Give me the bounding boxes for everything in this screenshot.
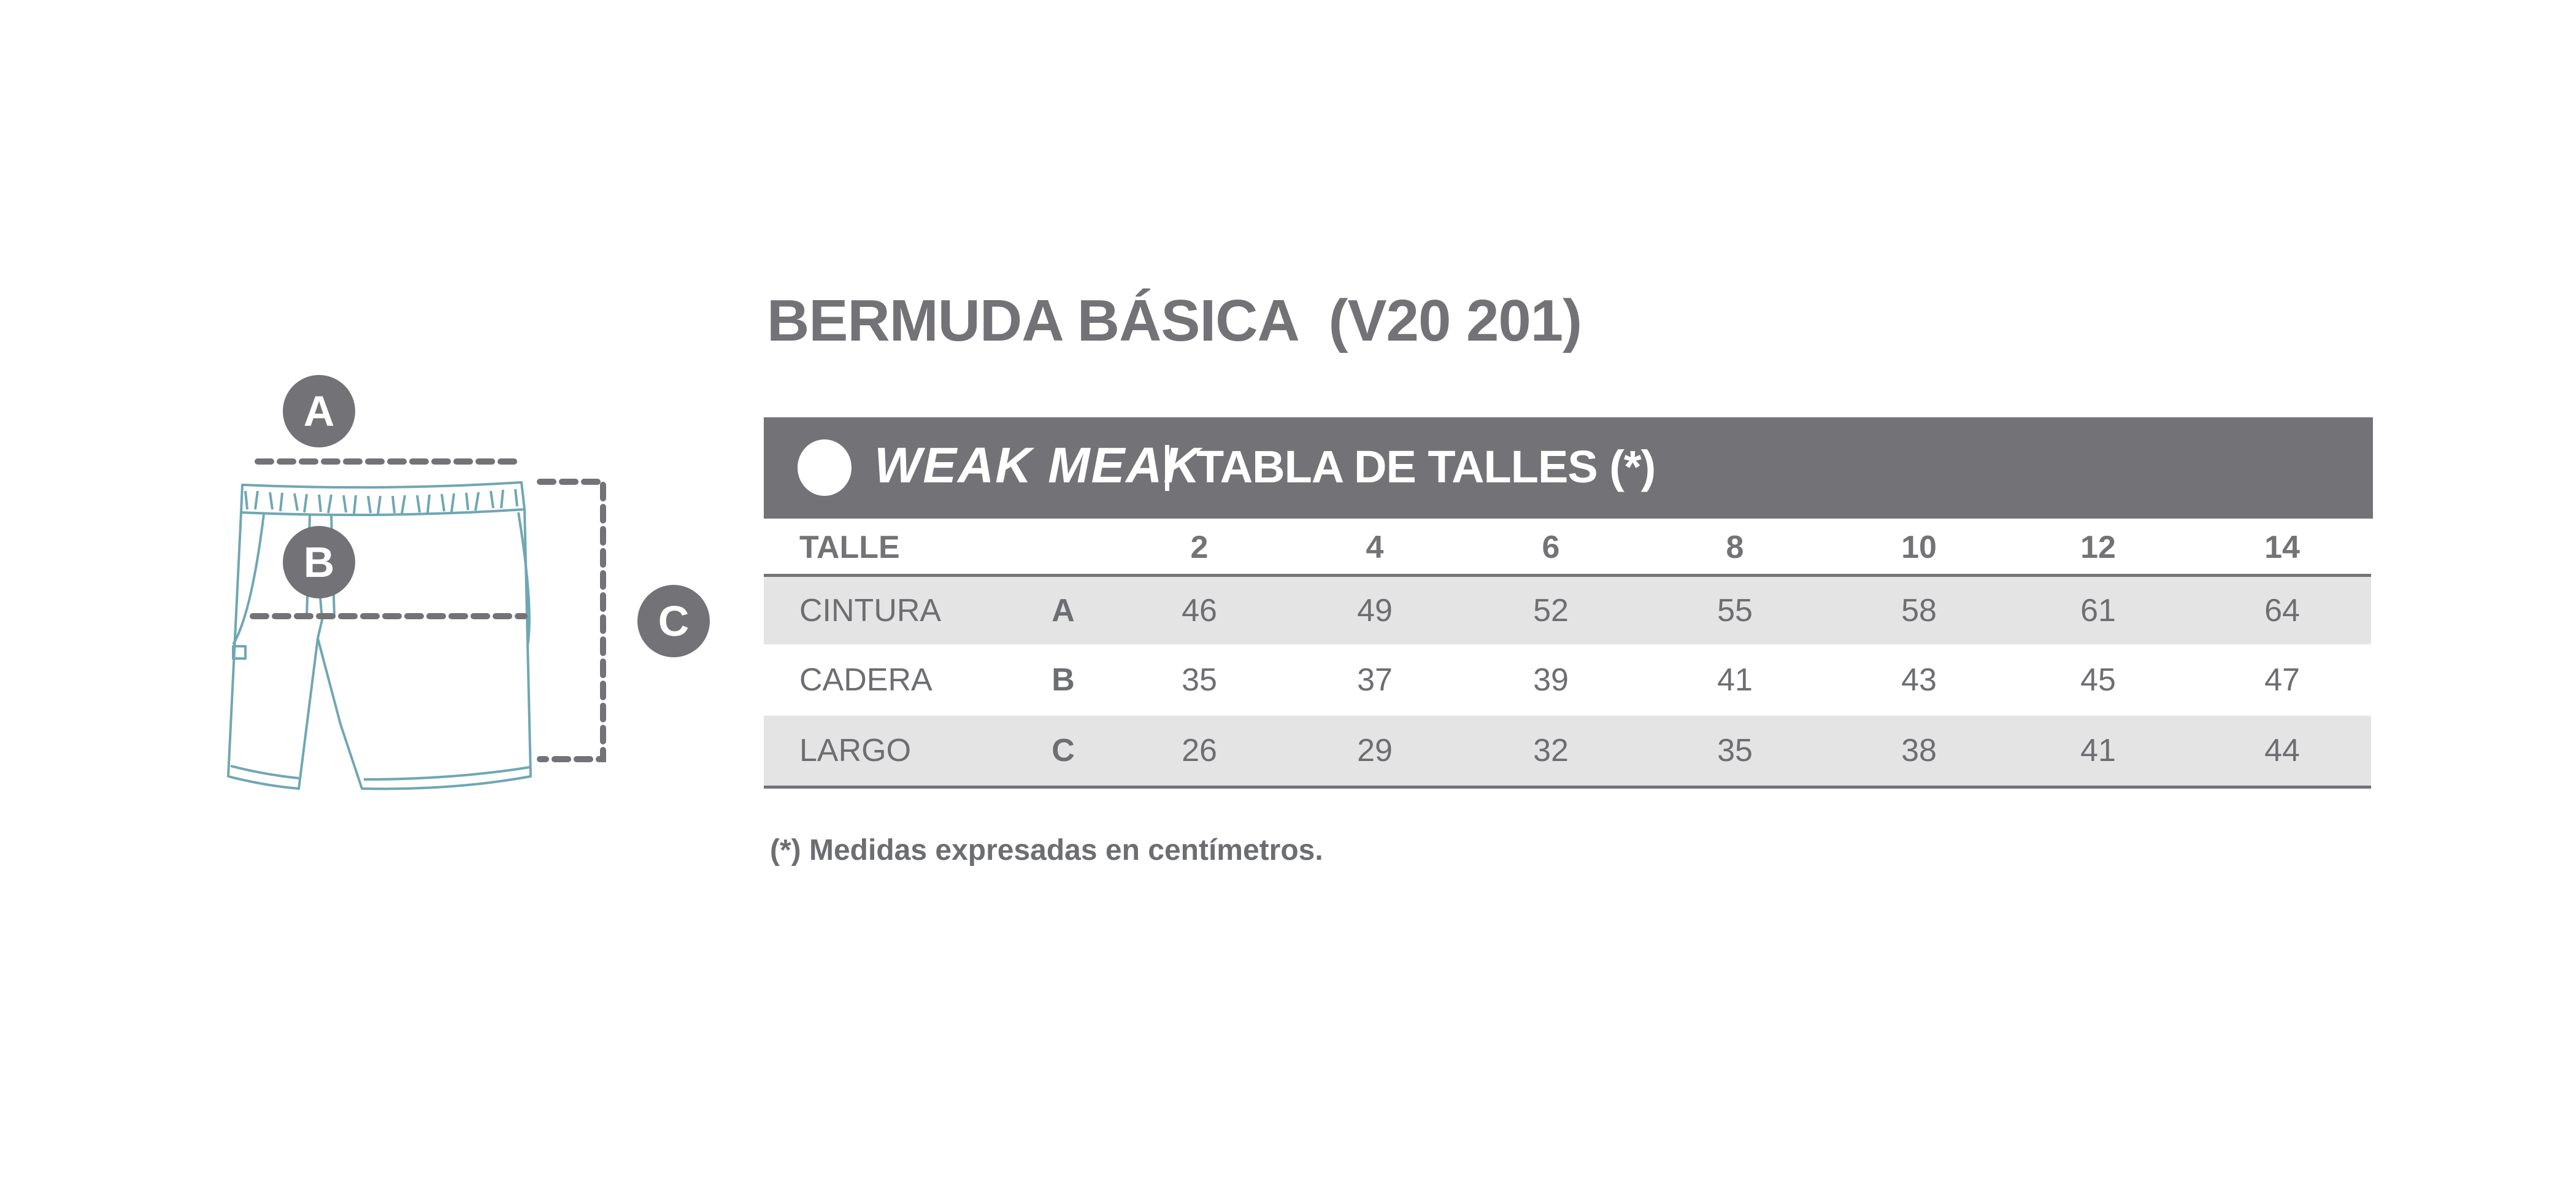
table-row: CINTURA A 46 49 52 55 58 61 64 <box>764 577 2371 644</box>
table-row: CADERA B 35 37 39 41 43 45 47 <box>764 644 2371 716</box>
row-label: CADERA <box>799 662 932 698</box>
size-col: 12 <box>2080 529 2116 565</box>
badge-b: B <box>283 526 355 598</box>
value-cell: 38 <box>1901 733 1937 768</box>
value-cell: 41 <box>1717 662 1753 698</box>
table-header-row: TALLE 2 4 6 8 10 12 14 <box>764 519 2371 576</box>
size-col: 4 <box>1366 529 1384 565</box>
table-header-bar <box>764 417 2373 519</box>
value-cell: 49 <box>1357 593 1393 628</box>
header-rule <box>764 574 2371 577</box>
bottom-rule <box>764 786 2371 789</box>
header-divider <box>1165 445 1169 491</box>
measure-lines <box>250 458 606 762</box>
value-cell: 37 <box>1357 662 1393 698</box>
value-cell: 39 <box>1533 662 1569 698</box>
value-cell: 52 <box>1533 593 1569 628</box>
shorts-outline <box>227 481 532 790</box>
measure-line-c <box>537 479 606 762</box>
value-cell: 45 <box>2080 662 2116 698</box>
size-col: 6 <box>1542 529 1560 565</box>
header-talle: TALLE <box>799 529 900 565</box>
value-cell: 46 <box>1182 593 1217 628</box>
row-key: C <box>1052 733 1075 768</box>
value-cell: 64 <box>2264 593 2300 628</box>
value-cell: 35 <box>1717 733 1753 768</box>
value-cell: 43 <box>1901 662 1937 698</box>
size-col: 2 <box>1190 529 1209 565</box>
value-cell: 35 <box>1182 662 1217 698</box>
row-key: A <box>1052 593 1075 628</box>
size-col: 14 <box>2264 529 2300 565</box>
value-cell: 29 <box>1357 733 1393 768</box>
brand-logo-icon <box>798 439 852 496</box>
table-title: TABLA DE TALLES (*) <box>1196 441 1656 492</box>
size-col: 10 <box>1901 529 1937 565</box>
value-cell: 61 <box>2080 593 2116 628</box>
shorts-diagram <box>227 458 606 790</box>
row-key: B <box>1052 662 1075 698</box>
row-label: LARGO <box>799 733 912 768</box>
table-row: LARGO C 26 29 32 35 38 41 44 <box>764 716 2371 786</box>
value-cell: 44 <box>2264 733 2300 768</box>
badge-a: A <box>283 375 355 447</box>
row-label: CINTURA <box>799 593 942 628</box>
value-cell: 26 <box>1182 733 1217 768</box>
value-cell: 41 <box>2080 733 2116 768</box>
value-cell: 32 <box>1533 733 1569 768</box>
badge-c: C <box>637 585 710 657</box>
value-cell: 55 <box>1717 593 1753 628</box>
brand-name: WEAK MEAK <box>874 438 1201 493</box>
value-cell: 58 <box>1901 593 1937 628</box>
page-title: BERMUDA BÁSICA (V20 201) <box>767 288 1582 354</box>
value-cell: 47 <box>2264 662 2300 698</box>
size-col: 8 <box>1726 529 1744 565</box>
footnote: (*) Medidas expresadas en centímetros. <box>770 834 1323 867</box>
